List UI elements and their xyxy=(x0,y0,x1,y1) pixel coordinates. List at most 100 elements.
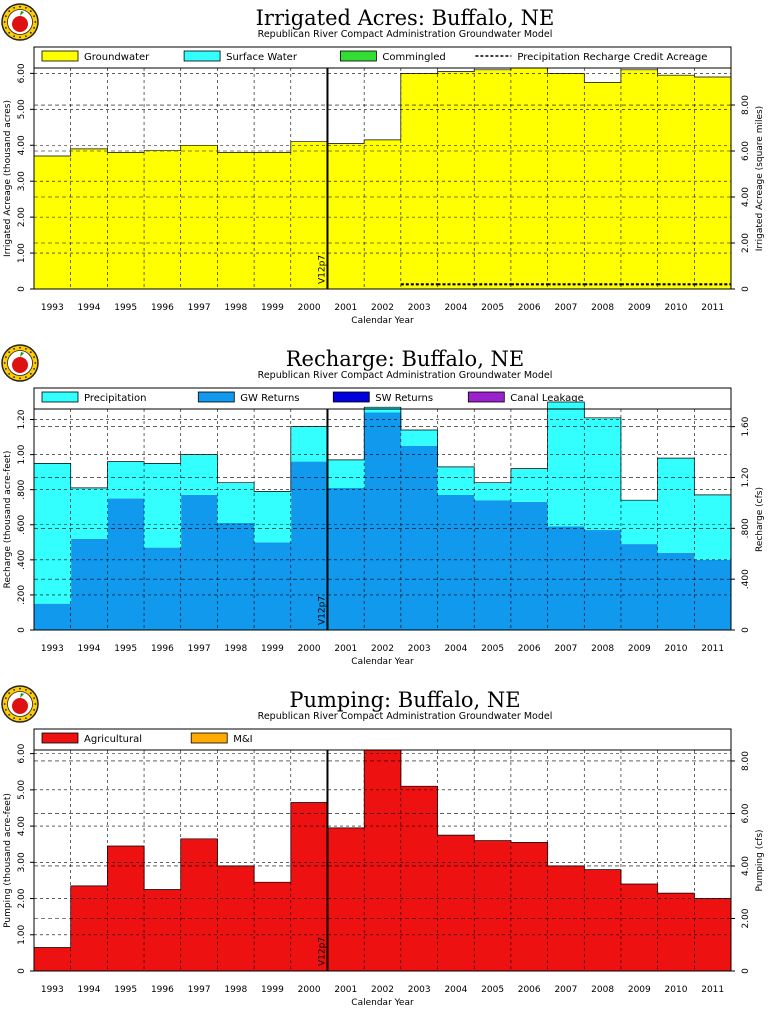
recharge-panel: Recharge: Buffalo, NE Republican River Co… xyxy=(0,341,768,683)
x-tick-label: 2003 xyxy=(408,985,431,995)
logo-dot xyxy=(13,35,15,37)
legend-label: GW Returns xyxy=(240,393,299,404)
bar-agricultural xyxy=(510,842,549,971)
x-tick-label: 2011 xyxy=(701,644,724,654)
x-axis-label: Calendar Year xyxy=(351,657,414,667)
logo-leaf xyxy=(20,352,24,357)
y2-axis-label: Recharge (cfs) xyxy=(755,487,765,552)
y-tick-label: 2.00 xyxy=(17,207,27,227)
bar-gw_returns xyxy=(180,494,218,630)
logo-dot xyxy=(8,10,11,13)
logo-dot xyxy=(5,697,7,699)
y2-tick-label: 1.20 xyxy=(741,467,751,487)
bar-agricultural xyxy=(657,893,695,971)
y-tick-label: .600 xyxy=(17,515,27,535)
x-tick-label: 2002 xyxy=(371,303,394,313)
logo-dot xyxy=(8,31,11,34)
x-tick-label: 1994 xyxy=(78,644,101,654)
x-axis-label: Calendar Year xyxy=(351,316,414,326)
bar-groundwater xyxy=(254,152,292,289)
y-tick-label: 1.20 xyxy=(17,409,27,429)
x-tick-label: 1999 xyxy=(261,644,284,654)
bar-agricultural xyxy=(400,786,438,971)
legend-label: Canal Leakage xyxy=(510,393,583,404)
y-axis-label: Irrigated Acreage (thousand acres) xyxy=(3,100,13,257)
logo-apple xyxy=(12,698,28,714)
x-tick-label: 2005 xyxy=(481,985,504,995)
x-tick-label: 2011 xyxy=(701,985,724,995)
bar-gw_returns xyxy=(657,552,695,630)
x-tick-label: 2001 xyxy=(334,644,357,654)
bar-precipitation xyxy=(437,466,475,495)
bar-agricultural xyxy=(34,947,72,971)
legend-label: Precipitation xyxy=(84,393,147,404)
legend: Agricultural M&I xyxy=(41,732,253,745)
y-tick-label: 5.00 xyxy=(17,780,27,800)
x-tick-label: 1994 xyxy=(78,303,101,313)
bar-agricultural xyxy=(437,835,475,971)
legend: Precipitation GW Returns SW Returns Canal L… xyxy=(41,391,584,404)
legend: Groundwater Surface Water Commingled Precip… xyxy=(41,50,707,63)
bar-groundwater xyxy=(547,73,585,290)
x-tick-label: 1993 xyxy=(41,303,64,313)
x-tick-label: 2008 xyxy=(591,985,614,995)
y2-tick-label: 6.00 xyxy=(741,803,751,823)
x-tick-label: 1995 xyxy=(114,644,137,654)
logo-dot xyxy=(29,10,32,13)
logo-apple xyxy=(12,16,28,32)
bar-precipitation xyxy=(217,482,255,523)
logo-dot xyxy=(19,36,21,39)
logo-dot xyxy=(29,351,32,354)
plot-border xyxy=(33,408,732,631)
x-tick-label: 2004 xyxy=(444,303,467,313)
bar-precipitation xyxy=(254,491,292,543)
x-tick-label: 1998 xyxy=(224,985,247,995)
x-tick-label: 1994 xyxy=(78,985,101,995)
bar-precipitation xyxy=(510,468,549,502)
logo-dot xyxy=(8,372,11,375)
x-tick-label: 1993 xyxy=(41,985,64,995)
bar-gw_returns xyxy=(144,547,182,630)
bar-precipitation xyxy=(584,417,622,531)
bar-agricultural xyxy=(254,882,292,971)
logo-dot xyxy=(25,689,27,691)
legend-swatch-groundwater xyxy=(41,50,79,62)
chart-subtitle: Republican River Compact Administration … xyxy=(258,29,553,40)
logo-dot xyxy=(8,692,11,695)
bar-groundwater xyxy=(144,150,182,289)
logo-dot xyxy=(13,7,15,9)
x-tick-label: 2000 xyxy=(298,985,321,995)
x-tick-label: 1998 xyxy=(224,644,247,654)
x-tick-label: 1996 xyxy=(151,303,174,313)
logo-dot xyxy=(29,31,32,34)
x-tick-label: 2007 xyxy=(554,644,577,654)
bar-groundwater xyxy=(437,71,475,289)
bar-precipitation xyxy=(657,458,695,553)
bar-precipitation xyxy=(327,459,365,488)
y-tick-label: 2.00 xyxy=(17,888,27,908)
y2-tick-label: 1.60 xyxy=(741,416,751,436)
bar-precipitation xyxy=(547,402,585,527)
logo-dot xyxy=(34,703,37,705)
bar-gw_returns xyxy=(70,538,108,630)
legend-swatch-precipitation xyxy=(41,391,79,403)
y2-tick-label: .800 xyxy=(741,518,751,538)
x-tick-label: 2004 xyxy=(444,985,467,995)
x-tick-label: 2000 xyxy=(298,644,321,654)
plot-border xyxy=(33,749,732,972)
bar-groundwater xyxy=(364,139,402,289)
legend-swatch-agricultural xyxy=(41,732,79,744)
x-axis-label: Calendar Year xyxy=(351,998,414,1008)
logo-dot xyxy=(5,368,7,370)
logo-dot xyxy=(5,27,7,29)
y2-tick-label: 0 xyxy=(741,286,751,292)
bar-agricultural xyxy=(584,869,622,971)
y2-tick-label: 4.00 xyxy=(741,187,751,207)
plot-border xyxy=(33,67,732,290)
logo-dot xyxy=(29,692,32,695)
bar-precipitation xyxy=(144,463,182,548)
x-tick-label: 2002 xyxy=(371,644,394,654)
x-tick-label: 1996 xyxy=(151,644,174,654)
model-version-label: V12p7 xyxy=(317,255,327,284)
